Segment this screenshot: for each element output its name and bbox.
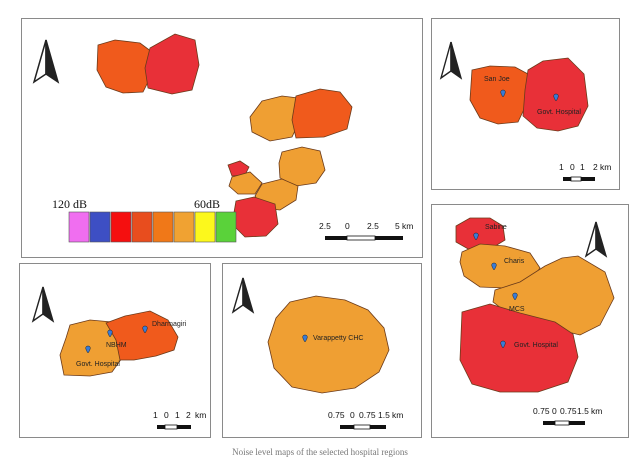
bottom-right-scale-bar: 0.75 0 0.75 1.5 km — [533, 406, 602, 426]
north-arrow-icon — [584, 221, 608, 258]
overview-region-6 — [227, 160, 250, 177]
location-pin-icon — [553, 93, 559, 102]
san-joe-region — [469, 65, 529, 125]
overview-region-3 — [249, 95, 301, 142]
bottom-left-scale-unit: km — [195, 410, 206, 420]
top-right-scale-tick-3: 2 — [593, 162, 598, 172]
location-pin-icon — [473, 232, 479, 241]
location-pin-icon — [491, 262, 497, 271]
top-right-scale-tick-0: 1 — [559, 162, 564, 172]
north-arrow-icon — [31, 286, 55, 323]
label-san-joe: San Joe — [484, 76, 510, 83]
bottom-left-region-1 — [59, 319, 123, 377]
varappetty-region — [267, 295, 390, 394]
bottom-center-scale-tick-1: 0 — [350, 410, 355, 420]
sabine-region — [455, 217, 506, 251]
bottom-right-scale-tick-0: 0.75 — [533, 406, 550, 416]
overview-scale-tick-3: 5 — [395, 221, 400, 231]
legend-swatch — [215, 211, 237, 243]
legend-low-label: 60dB — [194, 197, 220, 211]
bottom-left-scale-tick-0: 1 — [153, 410, 158, 420]
legend-swatch — [89, 211, 111, 243]
label-charis: Charis — [504, 258, 525, 265]
bottom-left-scale-bar: 1 0 1 2 km — [153, 410, 206, 430]
location-pin-icon — [302, 334, 308, 343]
bottom-right-scale-tick-3: 1.5 — [577, 406, 589, 416]
label-varappetty-chc: Varappetty CHC — [313, 335, 363, 342]
location-pin-icon — [85, 345, 91, 354]
bottom-center-scale-bar: 0.75 0 0.75 1.5 km — [328, 410, 403, 430]
govt-hospital-region — [459, 303, 579, 393]
location-pin-icon — [107, 329, 113, 338]
label-dharmagiri: Dharmagiri — [152, 321, 187, 328]
location-pin-icon — [142, 325, 148, 334]
label-govt-hospital: Govt. Hospital — [76, 361, 120, 368]
legend-swatch — [194, 211, 216, 243]
overview-region-4 — [291, 88, 353, 139]
legend-swatch — [152, 211, 174, 243]
overview-scale-bar: 2.5 0 2.5 5 km — [319, 221, 413, 241]
legend-swatch — [110, 211, 132, 243]
overview-region-2 — [144, 33, 200, 95]
north-arrow-icon — [32, 39, 60, 84]
top-right-scale-tick-1: 0 — [570, 162, 575, 172]
bottom-center-scale-tick-0: 0.75 — [328, 410, 345, 420]
label-govt-hospital: Govt. Hospital — [537, 109, 581, 116]
overview-scale-unit: km — [402, 221, 413, 231]
bottom-right-scale-tick-2: 0.75 — [560, 406, 577, 416]
bottom-left-region-2 — [105, 310, 179, 361]
top-right-scale-bar: 1 0 1 2 km — [559, 162, 611, 182]
overview-region-1 — [96, 39, 153, 94]
legend-high-label: 120 dB — [52, 197, 87, 211]
legend-swatches — [68, 211, 237, 243]
legend-swatch — [68, 211, 90, 243]
label-sabine: Sabine — [485, 224, 507, 231]
legend-swatch — [173, 211, 195, 243]
label-govt-hospital: Govt. Hospital — [514, 342, 558, 349]
overview-scale-tick-1: 0 — [345, 221, 350, 231]
overview-region-7 — [228, 171, 263, 195]
bottom-right-scale-unit: km — [591, 406, 602, 416]
bottom-left-scale-tick-1: 0 — [164, 410, 169, 420]
top-right-scale-unit: km — [600, 162, 611, 172]
bottom-center-scale-tick-2: 0.75 — [359, 410, 376, 420]
north-arrow-icon — [439, 41, 463, 80]
location-pin-icon — [512, 292, 518, 301]
bottom-left-scale-tick-2: 1 — [175, 410, 180, 420]
bottom-center-scale-unit: km — [392, 410, 403, 420]
figure-caption: Noise level maps of the selected hospita… — [232, 447, 408, 457]
top-right-map-panel — [431, 18, 620, 190]
legend-swatch — [131, 211, 153, 243]
north-arrow-icon — [231, 277, 255, 314]
bottom-center-scale-tick-3: 1.5 — [378, 410, 390, 420]
overview-scale-tick-2: 2.5 — [367, 221, 379, 231]
label-nbhm: NBHM — [106, 342, 127, 349]
bottom-left-scale-tick-3: 2 — [186, 410, 191, 420]
location-pin-icon — [500, 340, 506, 349]
location-pin-icon — [500, 89, 506, 98]
label-mcs: MCS — [509, 306, 525, 313]
overview-region-5 — [278, 146, 326, 187]
overview-scale-tick-0: 2.5 — [319, 221, 331, 231]
top-right-scale-tick-2: 1 — [580, 162, 585, 172]
bottom-right-scale-tick-1: 0 — [552, 406, 557, 416]
